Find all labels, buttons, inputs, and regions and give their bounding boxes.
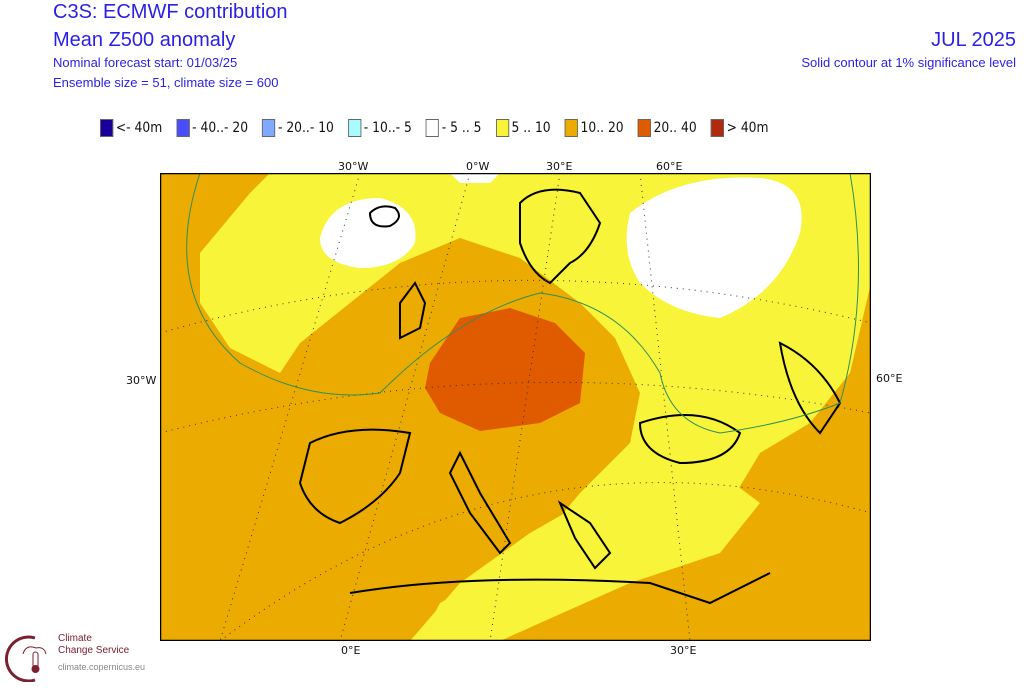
- bottom-lon-label: 30°E: [670, 644, 697, 657]
- legend-label: - 40..- 20: [192, 120, 249, 136]
- ensemble-size: Ensemble size = 51, climate size = 600: [53, 75, 279, 90]
- legend-label: <- 40m: [115, 120, 163, 136]
- map: [160, 173, 871, 641]
- legend-item: 10.. 20: [564, 119, 624, 137]
- legend-item: - 20..- 10: [262, 119, 334, 137]
- logo-url: climate.copernicus.eu: [58, 662, 146, 672]
- legend-label: - 10..- 5: [363, 120, 412, 136]
- anomaly-neutral-region-russia: [626, 177, 802, 318]
- top-lon-label: 30°W: [338, 160, 369, 173]
- forecast-month: JUL 2025: [931, 29, 1016, 51]
- legend-label: 10.. 20: [580, 120, 624, 136]
- copernicus-logo: Climate Change Service climate.copernicu…: [5, 632, 195, 690]
- thermometer-cloud-icon: [5, 635, 47, 682]
- legend-label: > 40m: [726, 120, 769, 136]
- legend-swatch: [176, 119, 190, 137]
- anomaly-neutral-region-iceland: [320, 198, 416, 268]
- coastlines: [298, 188, 842, 605]
- legend-swatch: [425, 119, 440, 137]
- legend-item: <- 40m: [100, 119, 162, 137]
- legend-item: 5 .. 10: [495, 119, 551, 137]
- right-lon-label: 60°E: [876, 372, 903, 385]
- legend-swatch: [100, 119, 114, 137]
- legend-label: - 5 .. 5: [441, 120, 482, 136]
- legend-swatch: [347, 119, 362, 137]
- legend-swatch: [495, 119, 509, 137]
- legend: <- 40m - 40..- 20 - 20..- 10 - 10..- 5 - 5 .…: [100, 119, 783, 137]
- legend-swatch: [564, 119, 578, 137]
- logo-line1: Climate: [58, 633, 92, 644]
- logo-line2: Change Service: [58, 645, 130, 656]
- left-lon-label: 30°W: [126, 374, 157, 387]
- legend-label: 20.. 40: [653, 120, 697, 136]
- legend-swatch: [262, 119, 276, 137]
- forecast-start: Nominal forecast start: 01/03/25: [53, 55, 238, 70]
- legend-swatch: [710, 119, 724, 137]
- chart-title: C3S: ECMWF contribution: [53, 1, 288, 23]
- legend-label: 5 .. 10: [511, 120, 551, 136]
- top-lon-label: 30°E: [546, 160, 573, 173]
- legend-item: - 5 .. 5: [425, 119, 482, 137]
- significance-note: Solid contour at 1% significance level: [801, 55, 1016, 70]
- significance-contour: [186, 173, 859, 434]
- anomaly-neutral-region-arctic: [450, 173, 500, 183]
- top-lon-label: 60°E: [656, 160, 683, 173]
- graticule: [160, 173, 871, 641]
- chart-subtitle: Mean Z500 anomaly: [53, 29, 236, 51]
- legend-item: - 40..- 20: [176, 119, 248, 137]
- legend-item: > 40m: [710, 119, 769, 137]
- legend-swatch: [637, 119, 651, 137]
- legend-item: 20.. 40: [637, 119, 697, 137]
- legend-label: - 20..- 10: [277, 120, 334, 136]
- anomaly-20-40-region: [425, 308, 585, 431]
- top-lon-label: 0°W: [466, 160, 490, 173]
- legend-item: - 10..- 5: [347, 119, 412, 137]
- bottom-lon-label: 0°E: [341, 644, 361, 657]
